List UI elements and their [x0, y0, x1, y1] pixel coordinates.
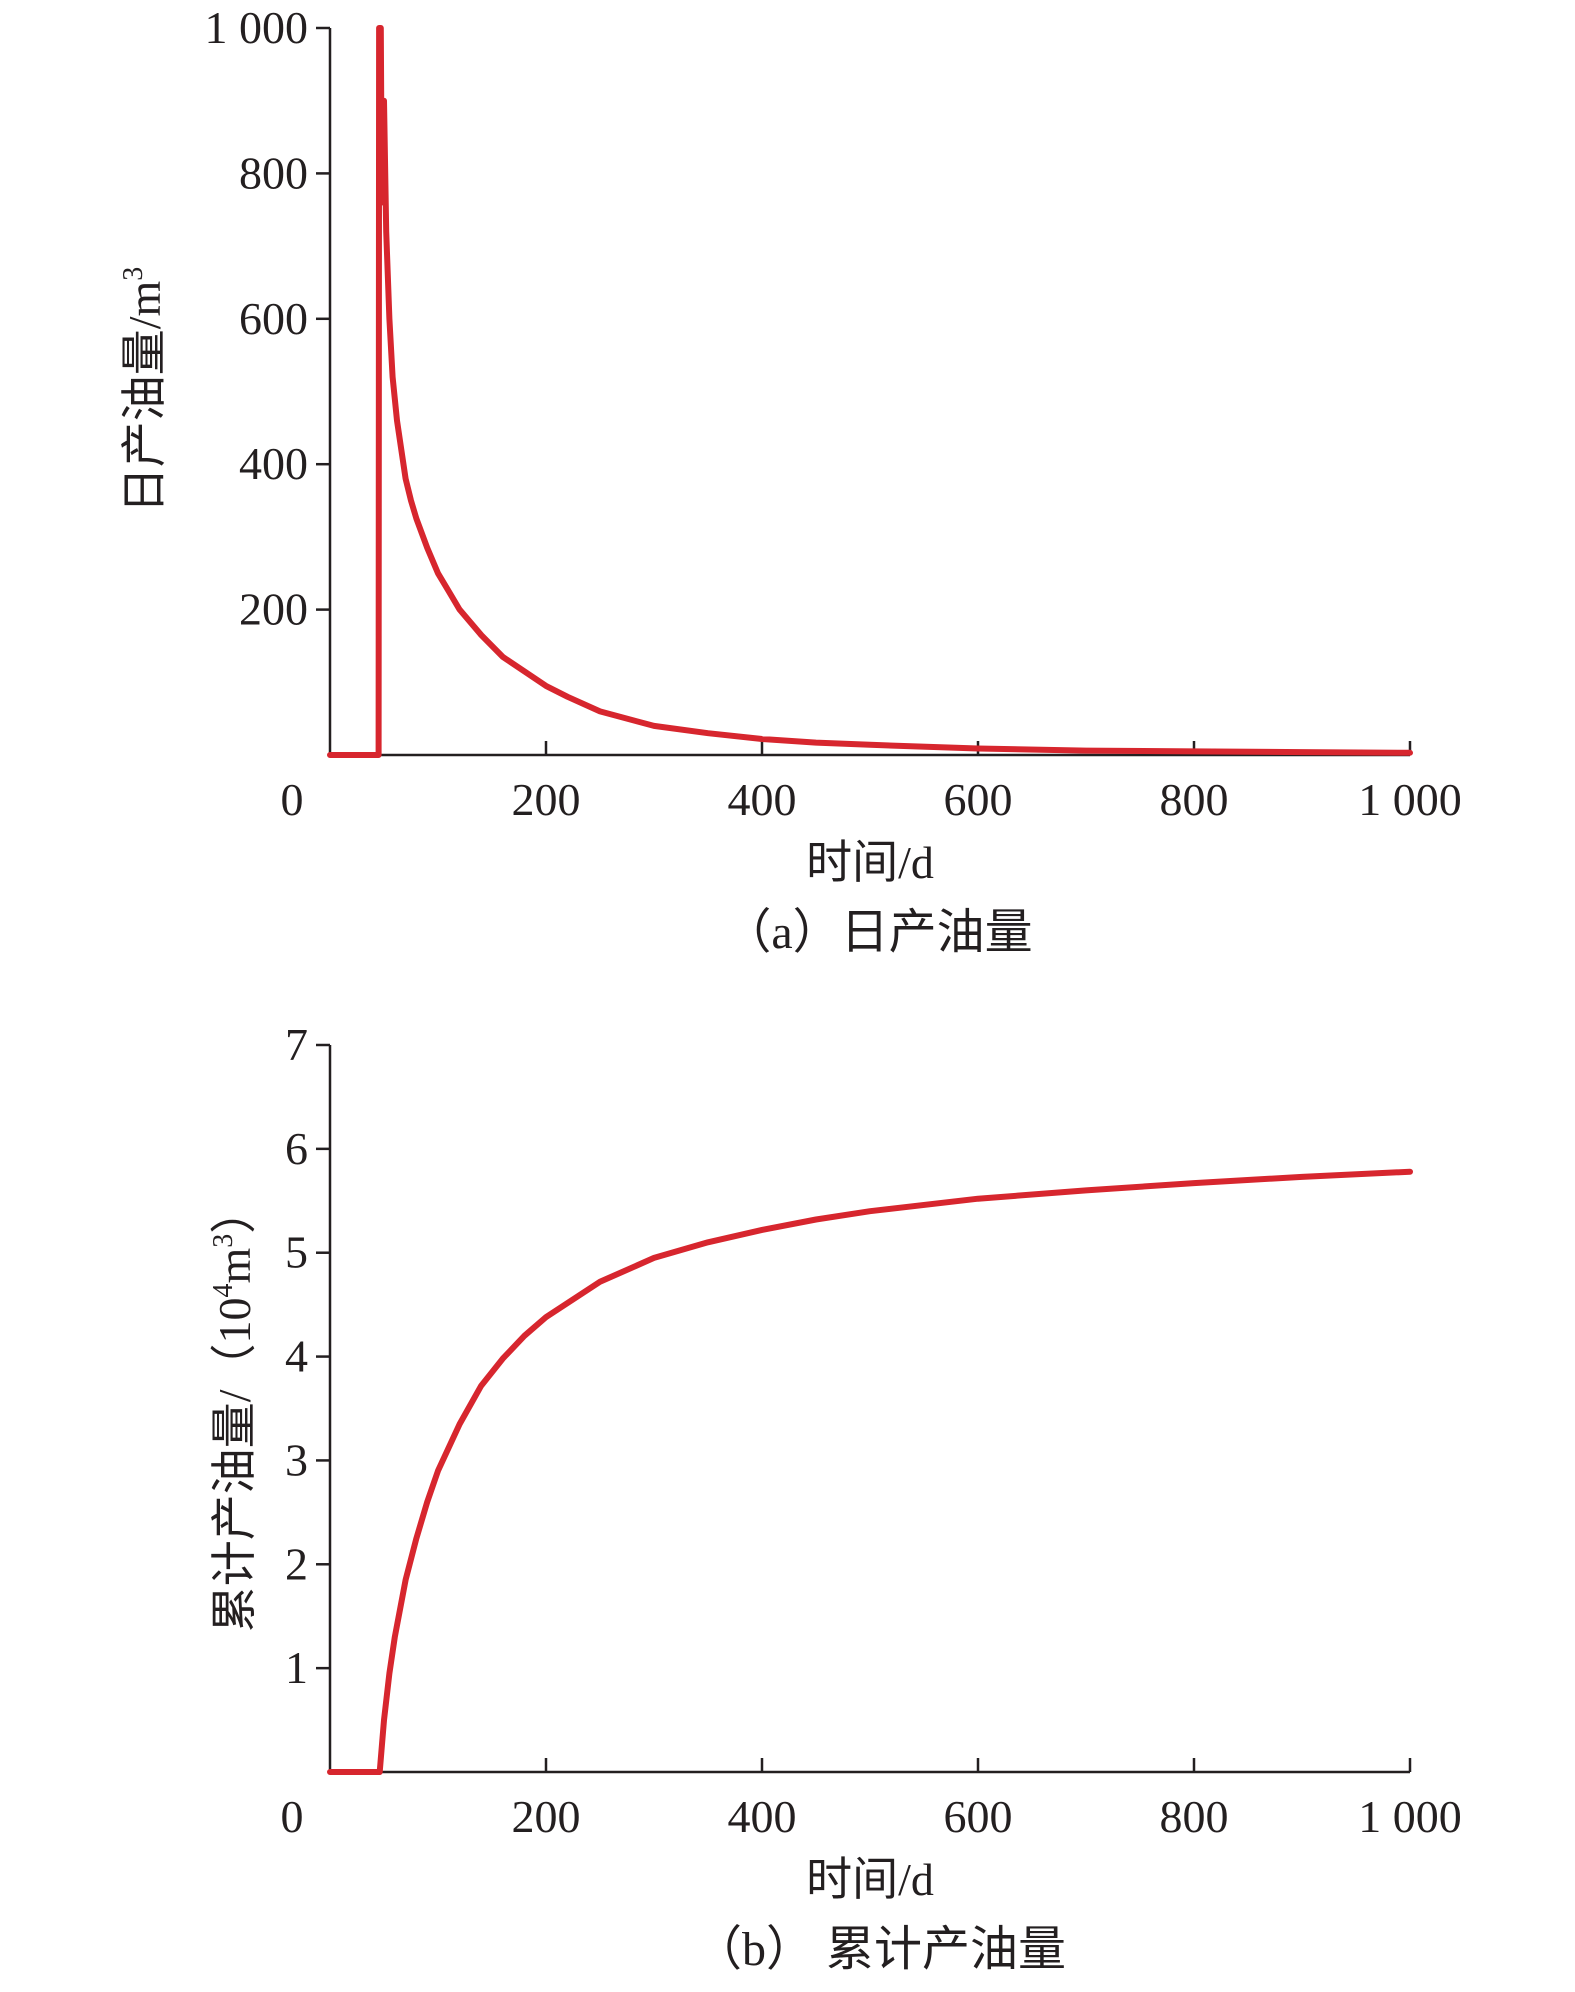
panel-a-y-tick-label: 200 [239, 584, 308, 635]
panel-b-ylabel: 累计产油量/（104m3） [208, 1188, 260, 1633]
panel-b-ylabel-sup: 4 [208, 1284, 239, 1298]
panel-a-series-line [327, 25, 1413, 758]
panel-a-ylabel: 日产油量/m3 [118, 267, 170, 514]
panel-b-x-tick-label: 800 [1160, 1791, 1229, 1842]
panel-b-y-tick-label: 6 [285, 1123, 308, 1174]
panel-a-ylabel-text: 日产油量/m [119, 281, 170, 514]
panel-a-x-tick-label: 200 [512, 774, 581, 825]
panel-a-y-tick-label: 600 [239, 293, 308, 344]
panel-a-y-tick-label: 1 000 [205, 2, 309, 53]
panel-a-y-tick-label: 400 [239, 438, 308, 489]
panel-b-y-tick-label: 1 [285, 1642, 308, 1693]
panel-b-y-tick-label: 7 [285, 1019, 308, 1070]
panel-b-ylabel-unit: m [209, 1248, 260, 1284]
panel-b-xlabel: 时间/d [806, 1854, 934, 1905]
panel-b-x-tick-label: 200 [512, 1791, 581, 1842]
panel-b-caption: （b） 累计产油量 [694, 1923, 1066, 1976]
panel-b-x-tick-label: 1 000 [1358, 1791, 1462, 1842]
panel-b-ylabel-text: 累计产油量/（10 [209, 1298, 260, 1633]
panel-a-caption: （a）日产油量 [723, 906, 1032, 959]
panel-a-x-tick-label: 400 [728, 774, 797, 825]
panel-a-plot: 200 400 600 800 1 000 0 200 400 600 800 1 000 [205, 2, 1462, 825]
panel-a-x-tick-label: 1 000 [1358, 774, 1462, 825]
panel-a: 200 400 600 800 1 000 0 200 400 600 800 1 000 日产油量… [118, 2, 1462, 959]
panel-a-y-tick-label: 800 [239, 147, 308, 198]
panel-b-x-tick-label: 0 [281, 1791, 304, 1842]
panel-b-x-tick-label: 600 [944, 1791, 1013, 1842]
panel-b-y-tick-label: 3 [285, 1434, 308, 1485]
panel-b-plot: 1 2 3 4 5 6 7 0 200 400 600 800 1 000 [281, 1019, 1462, 1842]
panel-b-ylabel-end: ） [209, 1188, 260, 1234]
panel-b-x-tick-label: 400 [728, 1791, 797, 1842]
panel-a-x-tick-label: 0 [281, 774, 304, 825]
panel-a-ylabel-sup: 3 [118, 267, 149, 281]
panel-b-y-tick-label: 5 [285, 1227, 308, 1278]
panel-b-y-tick-label: 4 [285, 1331, 308, 1382]
panel-a-xlabel: 时间/d [806, 837, 934, 888]
panel-a-x-tick-label: 800 [1160, 774, 1229, 825]
panel-a-x-tick-label: 600 [944, 774, 1013, 825]
panel-b-ylabel-sup2: 3 [208, 1234, 239, 1248]
panel-b-series-line [327, 1168, 1413, 1775]
panel-b-y-tick-label: 2 [285, 1538, 308, 1589]
